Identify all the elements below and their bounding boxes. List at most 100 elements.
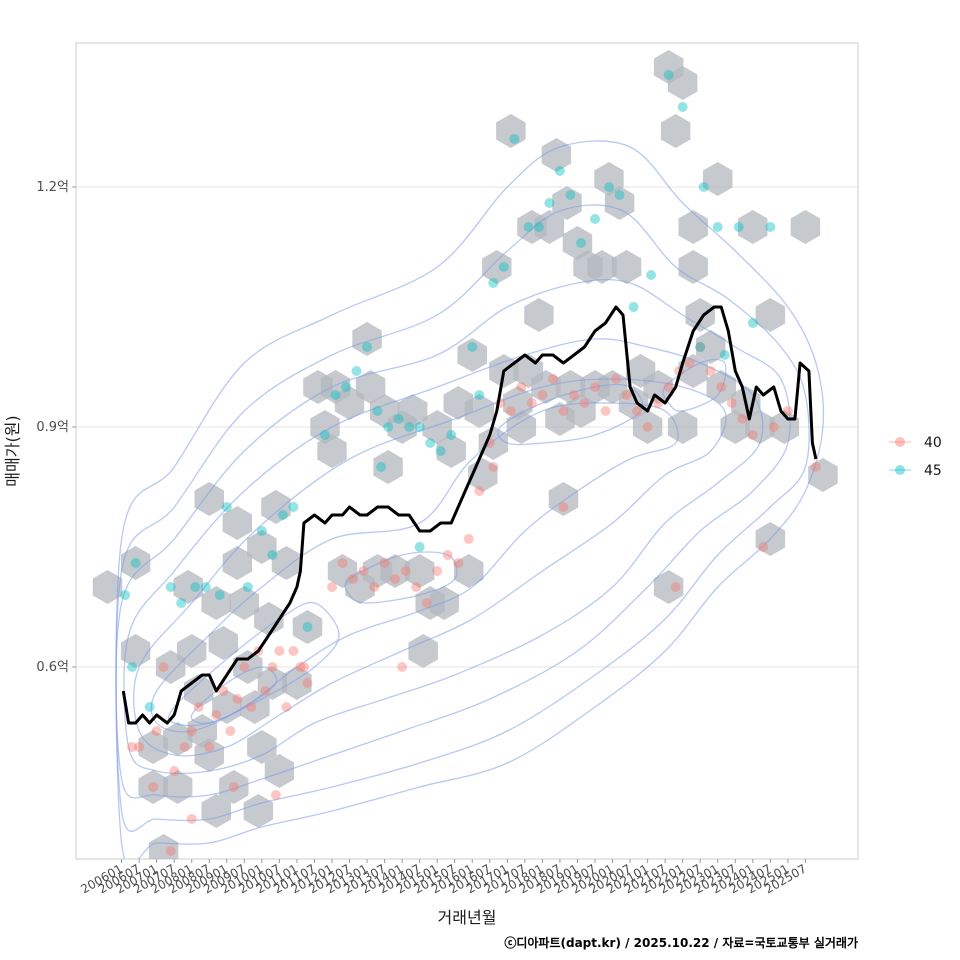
scatter-point-45 <box>628 302 639 312</box>
scatter-point-40 <box>151 726 162 736</box>
hexbin-cell <box>148 834 179 859</box>
hexbin-cell <box>534 210 565 244</box>
scatter-point-45 <box>190 582 201 592</box>
scatter-point-40 <box>337 558 348 568</box>
hexbin-cell <box>408 634 438 668</box>
scatter-point-45 <box>221 502 232 512</box>
hexbin-cell <box>373 450 403 484</box>
hexbin-cell <box>660 114 691 148</box>
scatter-point-40 <box>302 678 313 688</box>
scatter-point-40 <box>695 342 706 352</box>
hexbin-cell <box>667 66 698 100</box>
hexbin-cell <box>706 370 736 404</box>
scatter-point-45 <box>130 558 141 568</box>
hexbin-cell <box>524 298 554 332</box>
y-tick-label: 1.2억 <box>36 180 69 195</box>
scatter-point-40 <box>810 462 821 472</box>
hexbin-cell <box>506 410 537 444</box>
scatter-point-40 <box>400 566 411 576</box>
scatter-point-40 <box>611 374 622 384</box>
x-axis: 2006012006072007012007072008012008072009… <box>78 859 809 897</box>
density-contour <box>662 358 727 412</box>
hexbin-cell <box>194 482 224 516</box>
density-contour <box>115 278 791 799</box>
scatter-point-45 <box>120 590 131 600</box>
hexbin-cell <box>478 426 508 460</box>
source-credit: ⓒ디아파트(dapt.kr) / 2025.10.22 / 자료=국토교통부 실… <box>504 936 858 950</box>
hexbin-cell <box>604 186 635 220</box>
scatter-point-45 <box>614 190 625 200</box>
scatter-point-40 <box>397 662 408 672</box>
scatter-point-40 <box>684 358 695 368</box>
trend-line-layer <box>121 305 818 725</box>
scatter-point-45 <box>719 350 730 360</box>
scatter-point-40 <box>411 582 422 592</box>
hexbin-cell <box>587 250 617 284</box>
hexbin-cell <box>212 690 242 724</box>
scatter-point-45 <box>256 526 267 536</box>
scatter-point-40 <box>288 646 299 656</box>
y-tick-label: 0.6억 <box>36 660 69 675</box>
hexbin-cell <box>696 330 726 364</box>
scatter-point-40 <box>179 742 190 752</box>
scatter-point-40 <box>600 406 611 416</box>
scatter-point-40 <box>547 374 558 384</box>
scatter-point-45 <box>747 318 758 328</box>
scatter-point-45 <box>267 550 278 560</box>
legend: 40 45 <box>889 435 942 479</box>
hexbin-cell <box>482 250 512 284</box>
scatter-point-40 <box>579 398 590 408</box>
scatter-point-40 <box>274 646 285 656</box>
scatter-point-40 <box>558 406 569 416</box>
scatter-points <box>120 70 821 856</box>
scatter-point-45 <box>589 214 600 224</box>
hexbin-cell <box>531 370 561 404</box>
scatter-point-45 <box>677 102 688 112</box>
scatter-point-40 <box>768 422 779 432</box>
scatter-point-40 <box>148 782 159 792</box>
density-contour <box>132 378 727 757</box>
scatter-point-40 <box>558 502 569 512</box>
scatter-point-45 <box>712 222 723 232</box>
scatter-point-40 <box>726 398 737 408</box>
scatter-point-40 <box>526 398 537 408</box>
hexbin-cell <box>173 570 203 604</box>
scatter-point-45 <box>425 438 436 448</box>
hexbin-cell <box>247 730 277 764</box>
hexbin-cell <box>611 250 642 284</box>
scatter-point-40 <box>442 550 453 560</box>
scatter-point-40 <box>568 390 579 400</box>
hexbin-cell <box>264 754 295 788</box>
scatter-point-45 <box>498 262 509 272</box>
hexbin-cell <box>454 554 484 588</box>
hexbin-cell <box>163 770 193 804</box>
hexbin-cell <box>355 370 386 404</box>
hexbin-cell <box>667 410 698 444</box>
scatter-point-45 <box>372 406 383 416</box>
hexbin-cell <box>120 546 151 580</box>
hexbin-cell <box>548 482 579 516</box>
scatter-point-40 <box>453 558 464 568</box>
scatter-point-45 <box>554 166 565 176</box>
scatter-point-45 <box>663 70 674 80</box>
hexbin-cell <box>429 586 459 620</box>
scatter-point-40 <box>267 662 278 672</box>
hexbin-cell <box>92 570 123 604</box>
y-axis: 0.6억 0.9억 1.2억 <box>36 180 76 675</box>
scatter-point-40 <box>463 534 474 544</box>
hexbin-cell <box>229 586 259 620</box>
hexbin-cell <box>194 738 224 772</box>
scatter-point-40 <box>488 462 499 472</box>
legend-label-45: 45 <box>924 463 942 479</box>
scatter-point-45 <box>214 590 225 600</box>
scatter-point-45 <box>414 542 425 552</box>
hexbin-cell <box>222 546 252 580</box>
scatter-point-45 <box>474 390 485 400</box>
scatter-point-40 <box>165 846 176 856</box>
trend-line <box>121 305 818 725</box>
scatter-point-45 <box>414 422 425 432</box>
hexbin-cell <box>703 162 733 196</box>
scatter-point-40 <box>716 382 727 392</box>
hexbin-cell <box>745 410 775 444</box>
scatter-point-40 <box>369 582 380 592</box>
